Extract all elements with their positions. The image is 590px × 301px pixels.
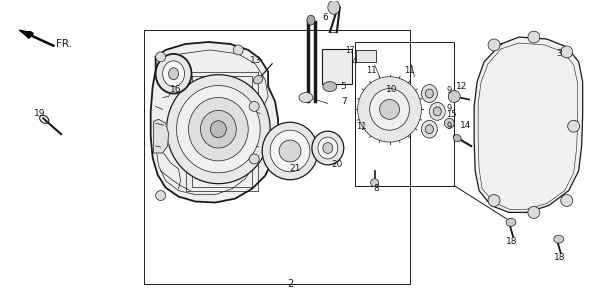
Ellipse shape	[262, 122, 318, 180]
Ellipse shape	[279, 140, 301, 162]
Ellipse shape	[169, 68, 179, 80]
Ellipse shape	[201, 110, 236, 148]
Ellipse shape	[312, 131, 344, 165]
Ellipse shape	[379, 99, 399, 119]
Text: 11: 11	[404, 66, 415, 75]
Ellipse shape	[488, 39, 500, 51]
Ellipse shape	[156, 54, 192, 94]
Polygon shape	[153, 119, 169, 153]
Ellipse shape	[421, 85, 437, 102]
Ellipse shape	[163, 61, 185, 87]
Text: 9: 9	[447, 86, 452, 95]
Ellipse shape	[318, 137, 338, 159]
Bar	[322, 49, 352, 84]
Ellipse shape	[421, 120, 437, 138]
Text: 18: 18	[506, 237, 517, 246]
Ellipse shape	[568, 120, 579, 132]
Ellipse shape	[433, 107, 441, 116]
Ellipse shape	[371, 179, 379, 187]
Ellipse shape	[156, 191, 166, 200]
Ellipse shape	[453, 135, 461, 142]
Ellipse shape	[370, 88, 409, 130]
Ellipse shape	[249, 154, 259, 164]
Polygon shape	[474, 37, 583, 213]
Ellipse shape	[249, 101, 259, 111]
Bar	[356, 50, 376, 62]
Ellipse shape	[560, 194, 573, 206]
Text: 12: 12	[455, 82, 467, 91]
Text: 7: 7	[341, 97, 347, 106]
Ellipse shape	[156, 52, 166, 62]
Ellipse shape	[554, 235, 563, 243]
Text: 2: 2	[287, 279, 293, 289]
Ellipse shape	[425, 125, 433, 134]
Text: 4: 4	[352, 57, 358, 66]
Ellipse shape	[528, 31, 540, 43]
Text: 9: 9	[447, 104, 452, 113]
Ellipse shape	[299, 92, 313, 102]
Polygon shape	[19, 30, 33, 38]
Text: 11: 11	[356, 122, 367, 131]
Ellipse shape	[444, 118, 454, 128]
Text: 5: 5	[340, 82, 346, 91]
Ellipse shape	[323, 82, 337, 92]
Ellipse shape	[254, 76, 263, 84]
Ellipse shape	[560, 46, 573, 58]
Ellipse shape	[528, 206, 540, 218]
Polygon shape	[150, 42, 278, 203]
Ellipse shape	[176, 85, 260, 173]
Ellipse shape	[307, 15, 315, 25]
Ellipse shape	[211, 121, 227, 138]
Ellipse shape	[323, 143, 333, 154]
Text: 11: 11	[366, 66, 377, 75]
Text: 21: 21	[289, 164, 301, 173]
Ellipse shape	[188, 98, 248, 161]
Text: 8: 8	[373, 184, 379, 193]
Text: 14: 14	[460, 121, 471, 130]
Ellipse shape	[488, 194, 500, 206]
Ellipse shape	[425, 89, 433, 98]
Text: 6: 6	[322, 13, 327, 22]
Ellipse shape	[270, 130, 310, 172]
Text: 10: 10	[386, 85, 397, 94]
Ellipse shape	[166, 75, 270, 184]
Text: FR.: FR.	[56, 39, 72, 49]
Text: 9: 9	[447, 122, 452, 131]
Text: 20: 20	[331, 160, 342, 169]
Ellipse shape	[233, 45, 243, 55]
Ellipse shape	[328, 0, 340, 14]
Text: 18: 18	[554, 253, 565, 262]
Text: 16: 16	[170, 85, 181, 94]
Text: 13: 13	[250, 56, 262, 65]
Bar	[355, 42, 454, 186]
Ellipse shape	[430, 102, 445, 120]
Text: 19: 19	[34, 109, 45, 118]
Text: 17: 17	[345, 46, 355, 55]
Ellipse shape	[448, 91, 460, 102]
Text: 15: 15	[446, 110, 457, 119]
Text: 3: 3	[556, 49, 562, 58]
Ellipse shape	[358, 77, 421, 142]
Bar	[144, 30, 411, 284]
Ellipse shape	[506, 218, 516, 226]
